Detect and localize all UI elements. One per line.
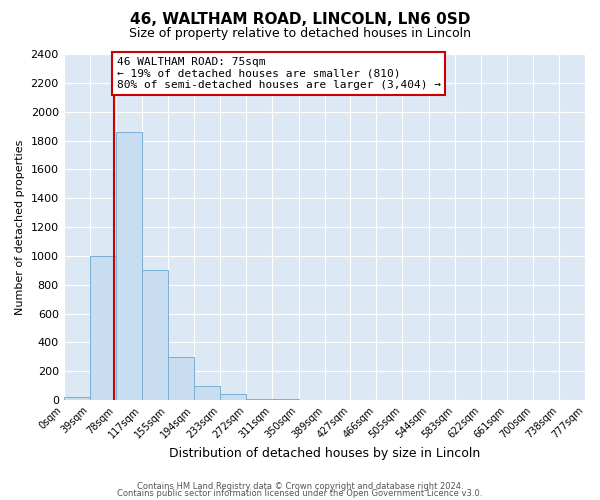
Bar xyxy=(167,357,194,400)
Bar xyxy=(64,398,90,400)
Text: 46, WALTHAM ROAD, LINCOLN, LN6 0SD: 46, WALTHAM ROAD, LINCOLN, LN6 0SD xyxy=(130,12,470,28)
X-axis label: Distribution of detached houses by size in Lincoln: Distribution of detached houses by size … xyxy=(169,447,480,460)
Bar xyxy=(116,132,142,400)
Y-axis label: Number of detached properties: Number of detached properties xyxy=(15,140,25,315)
Bar xyxy=(246,399,272,400)
Text: 46 WALTHAM ROAD: 75sqm
← 19% of detached houses are smaller (810)
80% of semi-de: 46 WALTHAM ROAD: 75sqm ← 19% of detached… xyxy=(116,57,440,90)
Bar xyxy=(142,270,167,400)
Text: Contains HM Land Registry data © Crown copyright and database right 2024.: Contains HM Land Registry data © Crown c… xyxy=(137,482,463,491)
Bar xyxy=(220,394,246,400)
Text: Size of property relative to detached houses in Lincoln: Size of property relative to detached ho… xyxy=(129,28,471,40)
Bar xyxy=(194,386,220,400)
Text: Contains public sector information licensed under the Open Government Licence v3: Contains public sector information licen… xyxy=(118,489,482,498)
Bar xyxy=(90,256,116,400)
